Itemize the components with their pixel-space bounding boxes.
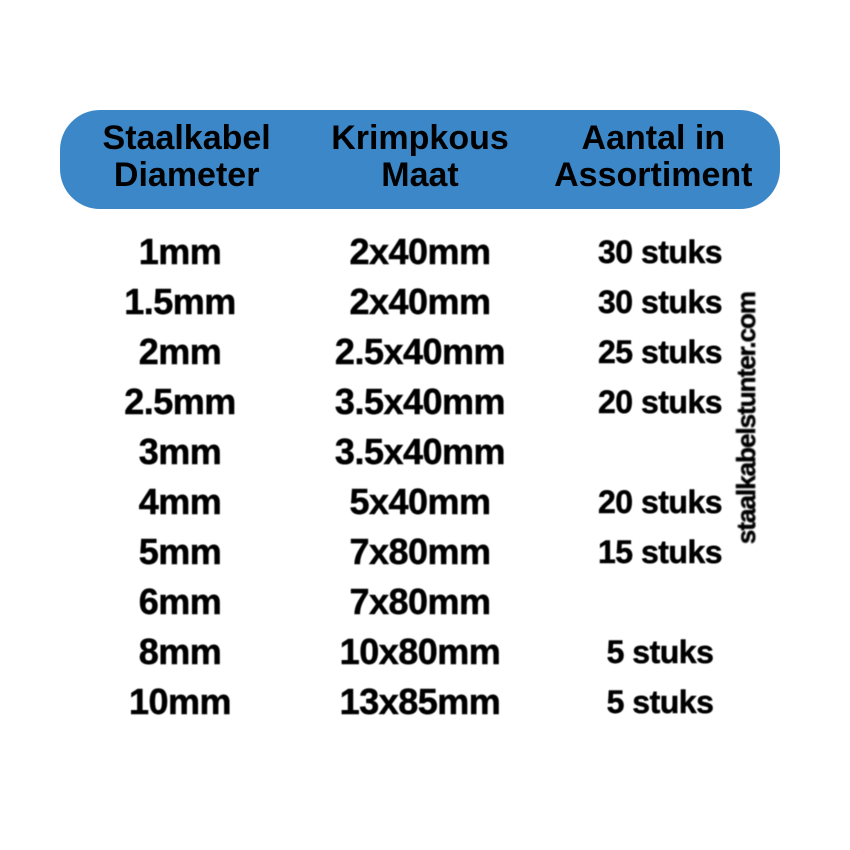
cell-krimpkous: 10x80mm xyxy=(300,634,540,670)
cell-aantal: 30 stuks xyxy=(540,236,780,268)
table-row: 1.5mm 2x40mm 30 stuks xyxy=(60,277,780,327)
table-row: 4mm 5x40mm 20 stuks xyxy=(60,477,780,527)
table-row: 10mm 13x85mm 5 stuks xyxy=(60,677,780,727)
cell-diameter: 6mm xyxy=(60,584,300,620)
table-row: 6mm 7x80mm xyxy=(60,577,780,627)
header-col-3: Aantal in Assortiment xyxy=(537,120,770,195)
cell-diameter: 10mm xyxy=(60,684,300,720)
cell-aantal: 5 stuks xyxy=(540,636,780,668)
table-row: 3mm 3.5x40mm xyxy=(60,427,780,477)
header-col-2-line2: Maat xyxy=(303,157,536,194)
cell-krimpkous: 2x40mm xyxy=(300,234,540,270)
table-row: 2.5mm 3.5x40mm 20 stuks xyxy=(60,377,780,427)
cell-krimpkous: 2.5x40mm xyxy=(300,334,540,370)
cell-diameter: 1mm xyxy=(60,234,300,270)
watermark-text: staalkabelstunter.com xyxy=(731,292,762,544)
header-col-2: Krimpkous Maat xyxy=(303,120,536,195)
page: Staalkabel Diameter Krimpkous Maat Aanta… xyxy=(0,0,850,850)
cell-diameter: 5mm xyxy=(60,534,300,570)
spec-table: Staalkabel Diameter Krimpkous Maat Aanta… xyxy=(60,110,780,727)
cell-krimpkous: 2x40mm xyxy=(300,284,540,320)
cell-krimpkous: 3.5x40mm xyxy=(300,434,540,470)
cell-krimpkous: 13x85mm xyxy=(300,684,540,720)
table-row: 8mm 10x80mm 5 stuks xyxy=(60,627,780,677)
cell-krimpkous: 3.5x40mm xyxy=(300,384,540,420)
cell-krimpkous: 7x80mm xyxy=(300,534,540,570)
table-body: 1mm 2x40mm 30 stuks 1.5mm 2x40mm 30 stuk… xyxy=(60,227,780,727)
header-col-1: Staalkabel Diameter xyxy=(70,120,303,195)
cell-diameter: 1.5mm xyxy=(60,284,300,320)
table-row: 5mm 7x80mm 15 stuks xyxy=(60,527,780,577)
header-col-1-line1: Staalkabel xyxy=(70,120,303,157)
cell-diameter: 3mm xyxy=(60,434,300,470)
cell-aantal: 5 stuks xyxy=(540,686,780,718)
cell-diameter: 4mm xyxy=(60,484,300,520)
table-row: 1mm 2x40mm 30 stuks xyxy=(60,227,780,277)
cell-diameter: 2mm xyxy=(60,334,300,370)
cell-diameter: 2.5mm xyxy=(60,384,300,420)
table-header: Staalkabel Diameter Krimpkous Maat Aanta… xyxy=(60,110,780,209)
cell-diameter: 8mm xyxy=(60,634,300,670)
header-col-3-line2: Assortiment xyxy=(537,157,770,194)
header-col-1-line2: Diameter xyxy=(70,157,303,194)
cell-krimpkous: 5x40mm xyxy=(300,484,540,520)
cell-krimpkous: 7x80mm xyxy=(300,584,540,620)
table-row: 2mm 2.5x40mm 25 stuks xyxy=(60,327,780,377)
header-col-3-line1: Aantal in xyxy=(537,120,770,157)
header-col-2-line1: Krimpkous xyxy=(303,120,536,157)
